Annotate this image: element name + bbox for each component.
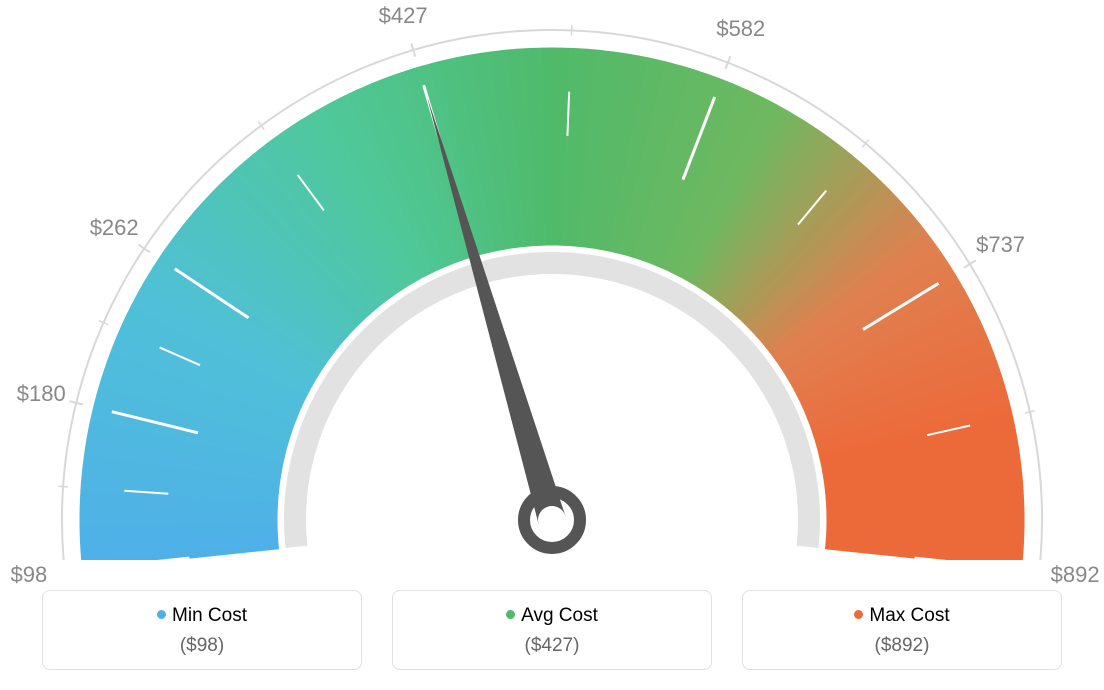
gauge-chart-container: $98 $180 $262 $427 $582 $737 $892 Min Cost ($9… (0, 0, 1104, 690)
gauge-svg (0, 0, 1104, 560)
legend-avg-title: Avg Cost (393, 605, 711, 627)
legend-max-value: ($892) (743, 635, 1061, 657)
gauge-tick-label: $180 (17, 381, 66, 407)
gauge-tick-label: $427 (379, 3, 428, 29)
gauge-tick-label: $582 (716, 16, 765, 42)
gauge-area: $98$180$262$427$582$737$892 (0, 0, 1104, 560)
gauge-tick-label: $262 (90, 215, 139, 241)
gauge-tick-label: $737 (976, 232, 1025, 258)
legend-card-max: Max Cost ($892) (742, 590, 1062, 670)
gauge-tick-label: $98 (11, 562, 48, 588)
legend-max-title: Max Cost (743, 605, 1061, 627)
legend-avg-label: Avg Cost (521, 605, 598, 626)
gauge-tick-label: $892 (1051, 562, 1100, 588)
legend-min-value: ($98) (43, 635, 361, 657)
legend-row: Min Cost ($98) Avg Cost ($427) Max Cost … (0, 590, 1104, 670)
legend-card-min: Min Cost ($98) (42, 590, 362, 670)
legend-min-title: Min Cost (43, 605, 361, 627)
legend-min-dot (157, 610, 166, 619)
legend-avg-dot (506, 610, 515, 619)
legend-max-label: Max Cost (869, 605, 949, 626)
legend-card-avg: Avg Cost ($427) (392, 590, 712, 670)
legend-min-label: Min Cost (172, 605, 247, 626)
legend-max-dot (854, 610, 863, 619)
legend-avg-value: ($427) (393, 635, 711, 657)
